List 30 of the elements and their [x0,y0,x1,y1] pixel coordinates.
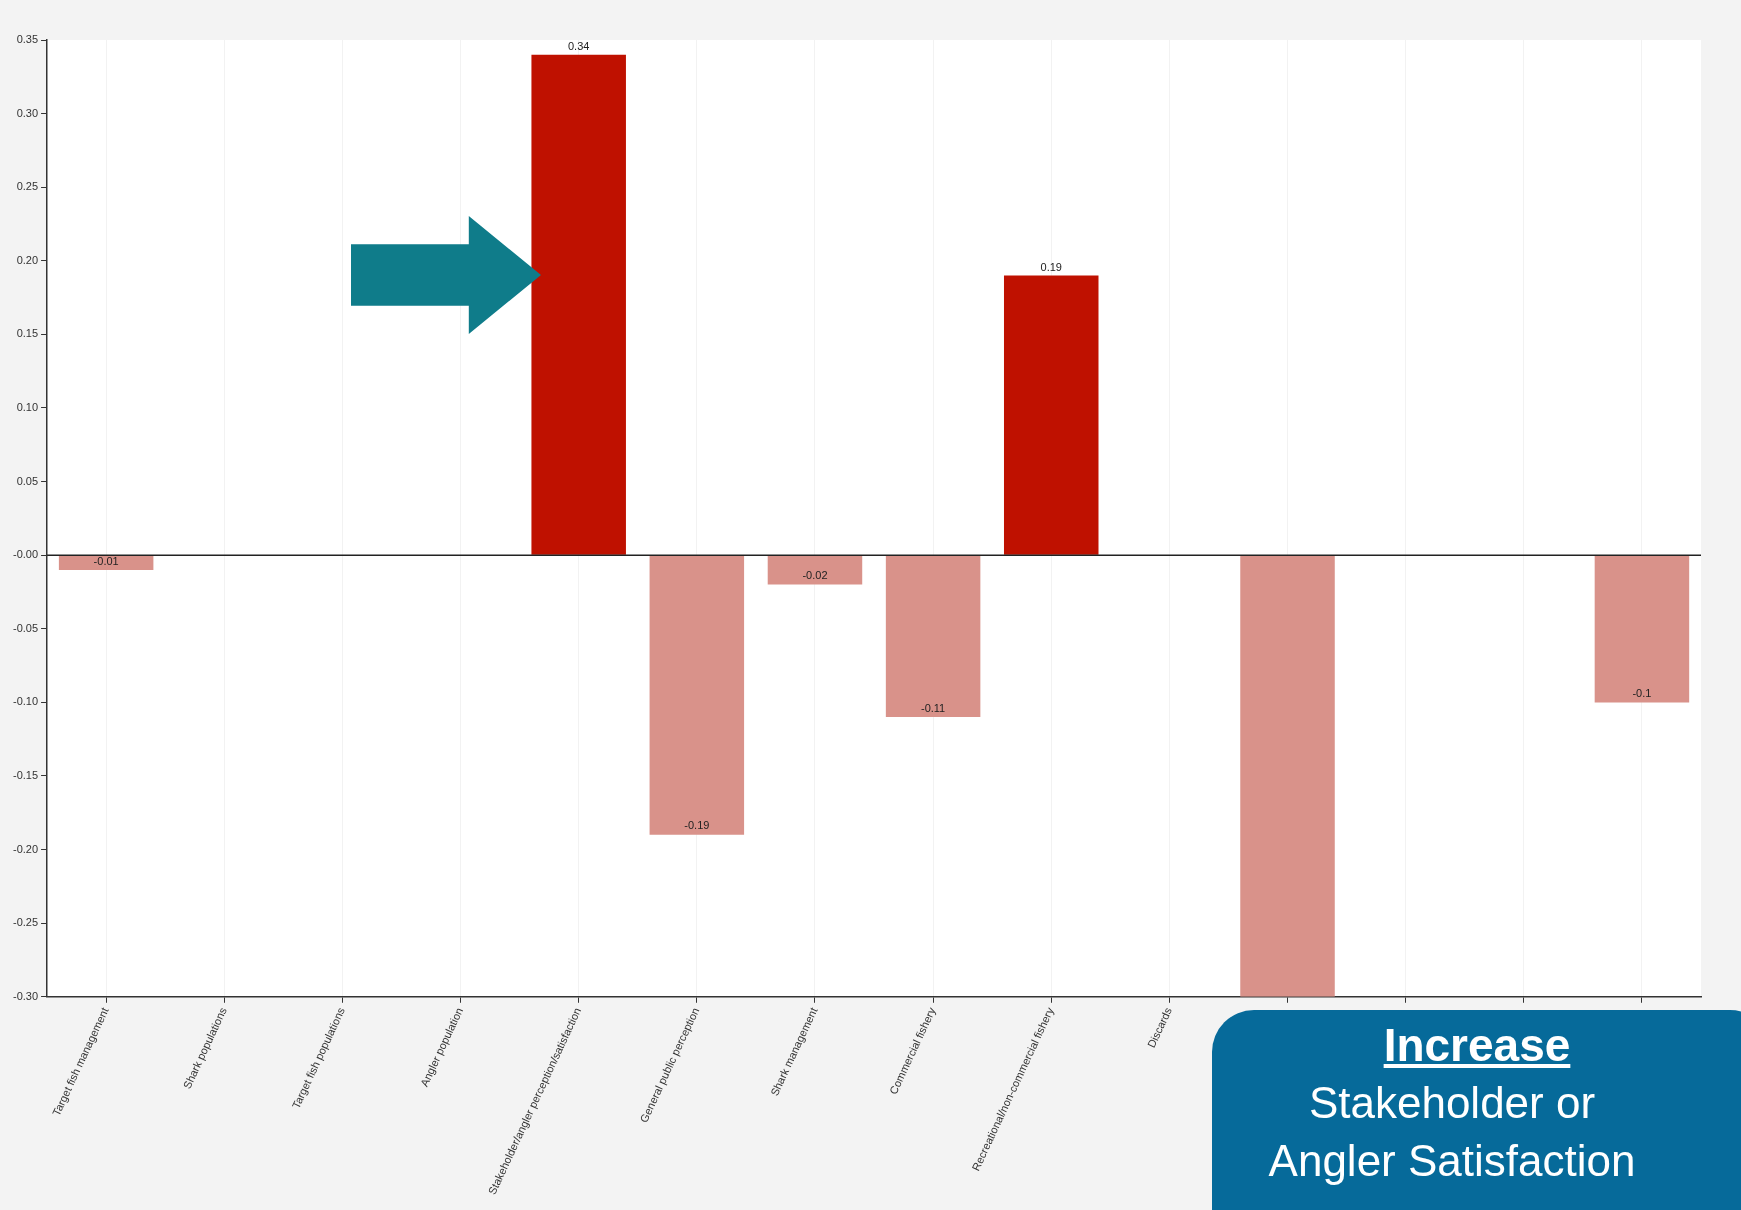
y-tick-label: 0.30 [16,106,39,119]
bar [1003,275,1099,555]
y-tick-label: -0.15 [12,769,39,782]
y-tick-label: 0.20 [16,253,39,266]
y-tick-label: -0.20 [12,842,39,855]
data-label: -0.02 [802,569,828,582]
y-tick-label: 0.25 [16,180,39,193]
y-tick-label: 0.15 [16,327,39,340]
bar [1594,555,1690,703]
bar [649,555,745,835]
data-label: -0.1 [1632,686,1652,699]
bar [767,555,863,585]
y-tick-label: -0.10 [12,695,39,708]
data-label: -0.01 [93,555,119,568]
y-tick-label: 0.35 [16,33,39,46]
y-tick-label: -0.30 [12,989,39,1002]
y-tick-label: -0.25 [12,916,39,929]
y-tick-label: 0.05 [16,474,39,487]
bar [1240,555,1335,997]
data-label: -0.19 [684,819,710,832]
callout-box: Increase Stakeholder or Angler Satisfaction [1212,1010,1741,1210]
data-label: 0.34 [567,40,590,53]
y-tick-label: -0.05 [12,621,39,634]
bar [885,555,981,718]
data-label: -0.11 [920,701,946,714]
y-tick-label: -0.00 [12,548,39,561]
bar [531,54,626,555]
y-tick-label: 0.10 [16,401,39,414]
bar [58,555,154,570]
data-label: 0.19 [1040,261,1062,274]
